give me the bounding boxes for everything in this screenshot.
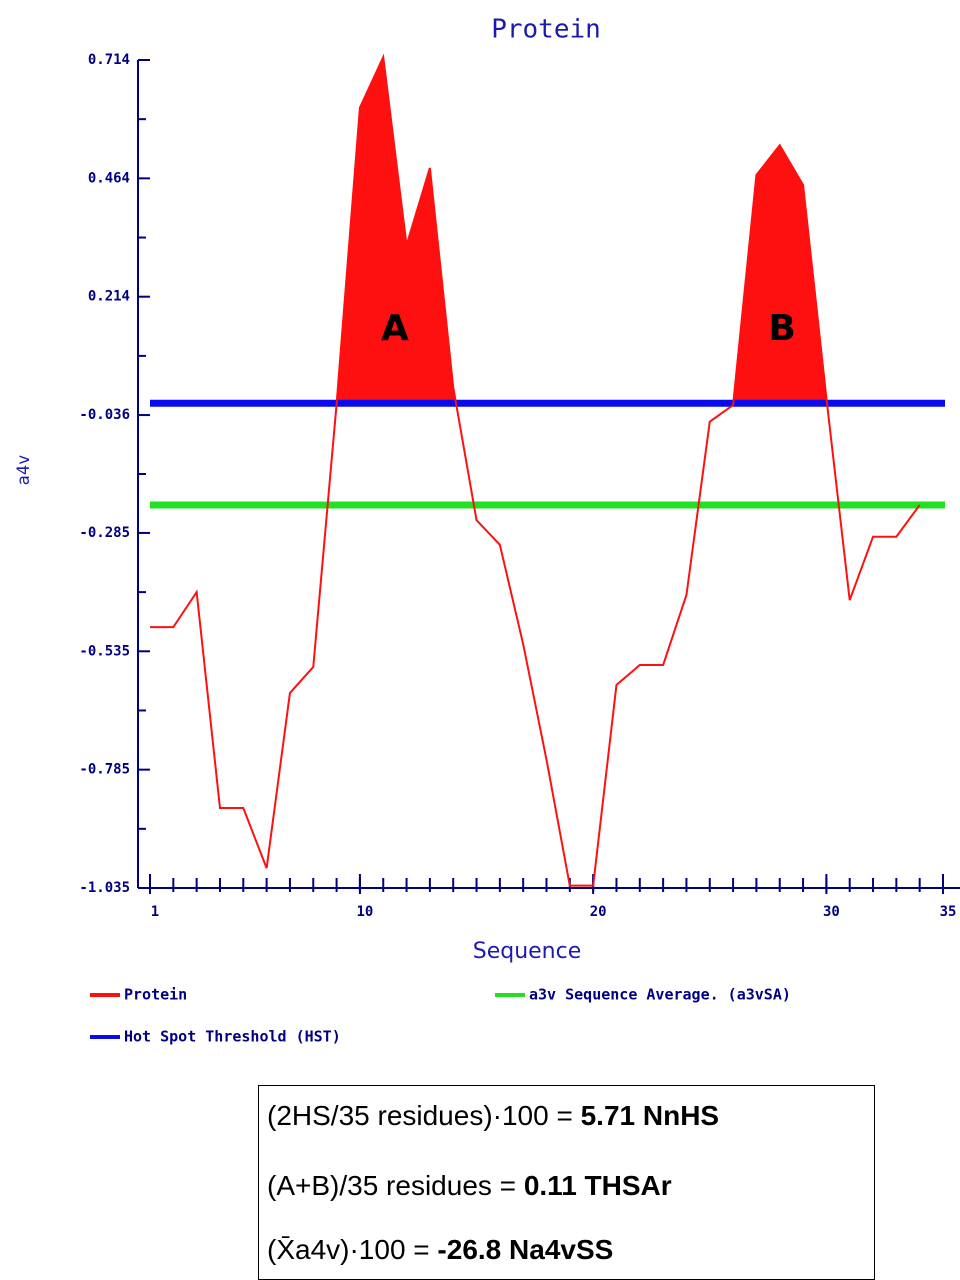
data-line: [150, 53, 921, 887]
formula-line: (2HS/35 residues)·100 = 5.71 NnHS: [267, 1100, 719, 1132]
x-tick-label: 10: [356, 904, 373, 920]
formula-result: 0.11 THSAr: [523, 1170, 672, 1201]
formula-result: 5.71 NnHS: [580, 1100, 720, 1131]
y-tick-label: 0.714: [88, 52, 130, 68]
x-tick-label: 35: [940, 904, 957, 920]
y-tick-label: -0.535: [79, 643, 130, 659]
formula-box: (2HS/35 residues)·100 = 5.71 NnHS (A+B)/3…: [258, 1085, 875, 1280]
legend-label: Hot Spot Threshold (HST): [124, 1028, 341, 1046]
hot-spot-area: [150, 57, 920, 404]
y-tick-label: -0.785: [79, 762, 130, 778]
y-axis-label: a4v: [14, 455, 34, 486]
chart: Protein Sequence a4v 0.714 0.464 0.214 -0.0…: [14, 15, 960, 1046]
y-tick-label: -0.036: [79, 407, 130, 423]
y-tick-label: 0.464: [88, 170, 130, 186]
y-tick-label: -0.285: [79, 525, 130, 541]
formula-text: (2HS/35 residues)·100 =: [267, 1100, 581, 1131]
y-tick-label: 0.214: [88, 289, 130, 305]
x-axis-label: Sequence: [473, 939, 582, 964]
annotation: B: [768, 308, 795, 349]
y-tick-label: -1.035: [79, 880, 130, 896]
chart-title: Protein: [491, 15, 601, 45]
formula-result: -26.8 Na4vSS: [437, 1234, 614, 1265]
legend-label: a3v Sequence Average. (a3vSA): [529, 986, 791, 1004]
legend-label: Protein: [124, 986, 187, 1004]
x-tick-label: 1: [151, 904, 159, 920]
annotation: A: [381, 308, 409, 349]
formula-line: (A+B)/35 residues = 0.11 THSAr: [267, 1170, 672, 1202]
formula-text: (X̄a4v)·100 =: [267, 1234, 438, 1265]
formula-line: (X̄a4v)·100 = -26.8 Na4vSS: [267, 1234, 613, 1266]
x-tick-label: 20: [590, 904, 607, 920]
formula-text: (A+B)/35 residues =: [267, 1170, 524, 1201]
x-tick-label: 30: [823, 904, 840, 920]
